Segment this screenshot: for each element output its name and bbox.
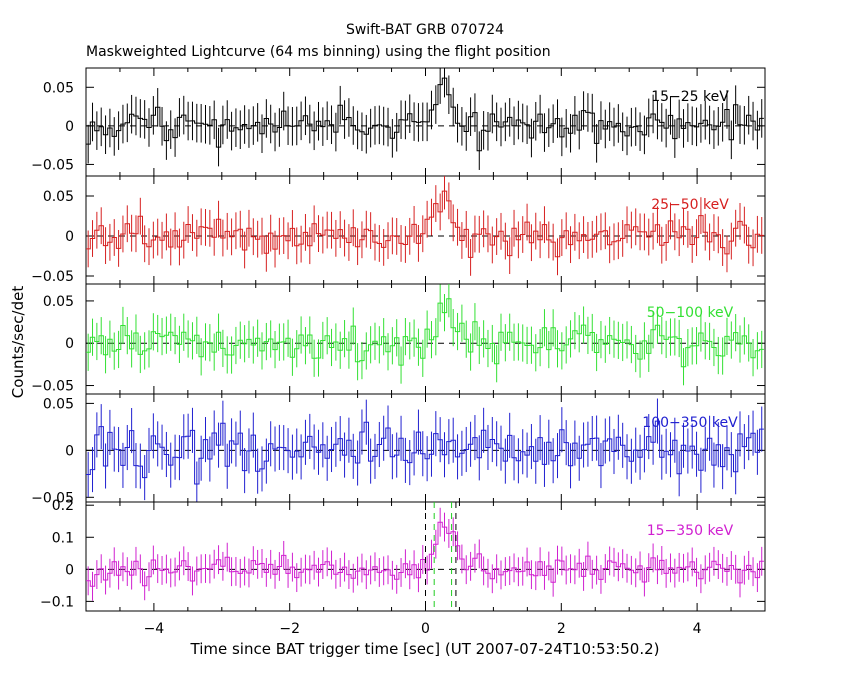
y-tick-label: 0: [65, 229, 74, 245]
series-line: [86, 190, 764, 258]
series-line: [86, 521, 764, 587]
x-tick-label: −4: [144, 621, 165, 637]
x-tick-label: 4: [693, 621, 702, 637]
y-tick-label: −0.1: [40, 594, 74, 610]
series-line: [86, 420, 764, 485]
y-tick-label: 0.2: [52, 498, 74, 514]
y-tick-label: 0.05: [43, 80, 74, 96]
x-tick-label: 2: [557, 621, 566, 637]
band-label: 50−100 keV: [647, 305, 734, 321]
y-tick-label: 0.05: [43, 396, 74, 412]
y-tick-label: −0.05: [31, 490, 74, 506]
band-label: 15−350 keV: [647, 523, 734, 539]
y-tick-label: 0: [65, 336, 74, 352]
y-tick-label: −0.05: [31, 157, 74, 173]
y-tick-label: 0: [65, 562, 74, 578]
x-tick-label: −2: [279, 621, 300, 637]
y-tick-label: −0.05: [31, 379, 74, 395]
band-label: 15−25 keV: [651, 89, 729, 105]
y-tick-label: −0.05: [31, 269, 74, 285]
y-tick-label: 0: [65, 119, 74, 135]
y-tick-label: 0.05: [43, 189, 74, 205]
y-tick-label: 0.1: [52, 530, 74, 546]
band-label: 100−350 keV: [642, 415, 738, 431]
y-tick-label: 0.05: [43, 294, 74, 310]
y-tick-label: 0: [65, 443, 74, 459]
series-line: [86, 77, 764, 152]
x-axis-label: Time since BAT trigger time [sec] (UT 20…: [190, 640, 660, 658]
chart-title: Swift-BAT GRB 070724: [345, 22, 505, 38]
x-tick-label: 0: [421, 621, 430, 637]
chart-subtitle: Maskweighted Lightcurve (64 ms binning) …: [86, 44, 551, 60]
series-line: [86, 298, 764, 368]
y-axis-label: Counts/sec/det: [9, 285, 27, 399]
band-label: 25−50 keV: [651, 197, 729, 213]
